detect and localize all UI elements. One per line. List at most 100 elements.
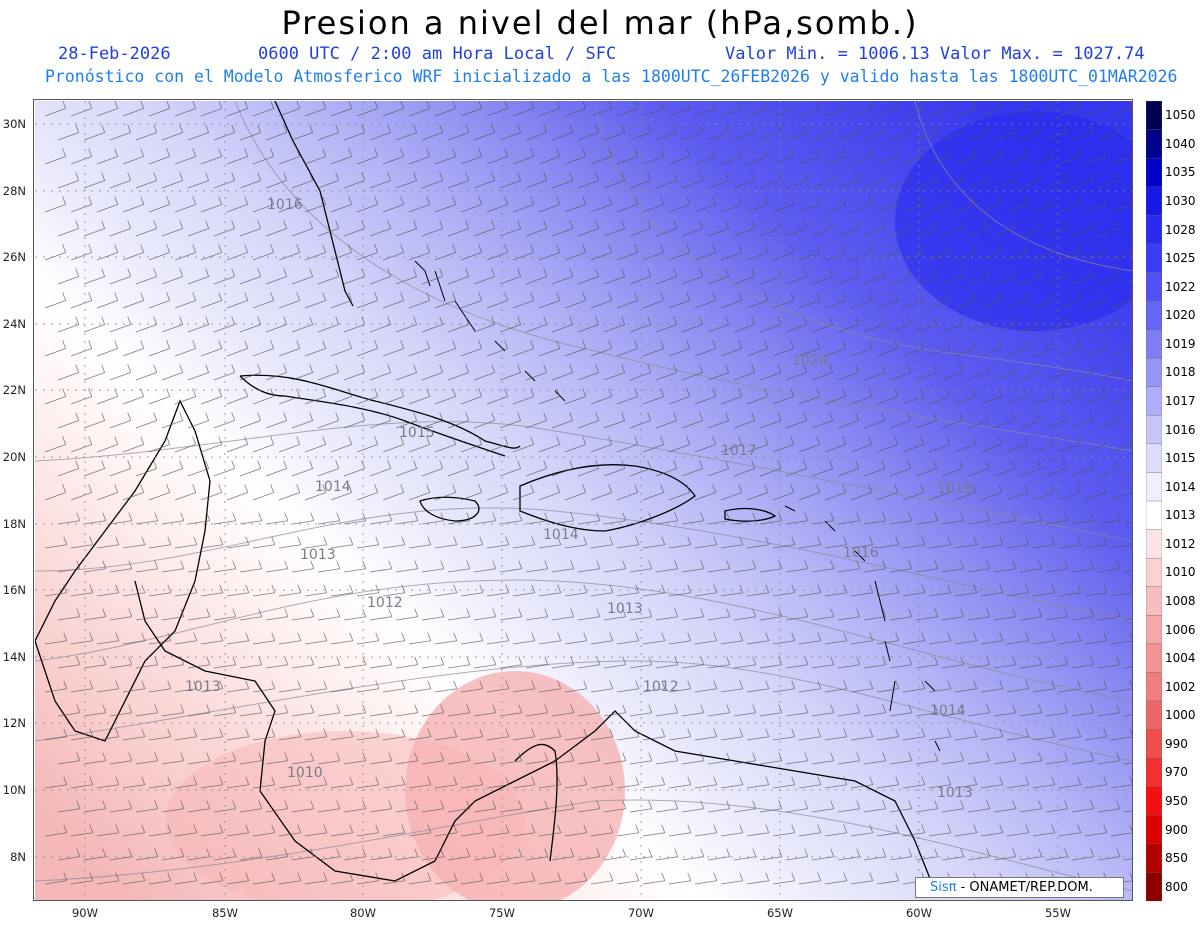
contour-label: 1016: [267, 197, 303, 213]
colorbar-swatch: [1146, 443, 1162, 474]
colorbar-swatch: [1146, 872, 1162, 901]
colorbar-label: 1000: [1165, 708, 1196, 723]
lat-label: 14N: [2, 650, 26, 664]
pressure-map: 1016 1020 1015 1017 1018 1014 1014 1013 …: [35, 101, 1133, 901]
colorbar-swatch: [1146, 615, 1162, 645]
colorbar-swatch: [1146, 472, 1162, 502]
colorbar-label: 1004: [1165, 651, 1196, 666]
colorbar-label: 1020: [1165, 308, 1196, 323]
lat-label: 22N: [2, 383, 26, 397]
colorbar-swatch: [1146, 500, 1162, 531]
lon-label: 60W: [905, 906, 933, 920]
colorbar-swatch: [1146, 272, 1162, 302]
lat-label: 20N: [2, 450, 26, 464]
colorbar-label: 1050: [1165, 108, 1196, 123]
colorbar-swatch: [1146, 357, 1162, 388]
chart-title: Presion a nivel del mar (hPa,somb.): [281, 4, 919, 42]
colorbar-label: 990: [1165, 736, 1188, 751]
colorbar-label: 1022: [1165, 279, 1196, 294]
lon-label: 90W: [71, 906, 99, 920]
colorbar: [1146, 101, 1162, 901]
colorbar-swatch: [1146, 843, 1162, 874]
colorbar-swatch: [1146, 557, 1162, 588]
colorbar-swatch: [1146, 186, 1162, 216]
contour-label: 1017: [721, 443, 757, 459]
lat-label: 10N: [2, 783, 26, 797]
colorbar-label: 850: [1165, 851, 1188, 866]
colorbar-swatch: [1146, 729, 1162, 759]
colorbar-swatch: [1146, 672, 1162, 702]
date-label: 28-Feb-2026: [58, 44, 171, 64]
colorbar-label: 1008: [1165, 594, 1196, 608]
contour-label: 1013: [185, 679, 221, 695]
colorbar-swatch: [1146, 215, 1162, 245]
forecast-info: Pronóstico con el Modelo Atmosferico WRF…: [45, 67, 1178, 86]
colorbar-swatch: [1146, 157, 1162, 188]
contour-label: 1014: [930, 703, 966, 719]
colorbar-label: 1028: [1165, 222, 1196, 237]
colorbar-label: 1002: [1165, 679, 1196, 694]
colorbar-swatch: [1146, 300, 1162, 331]
lat-label: 18N: [2, 517, 26, 531]
contour-label: 1012: [367, 595, 403, 611]
lat-label: 24N: [2, 317, 26, 331]
colorbar-swatch: [1146, 757, 1162, 788]
lon-label: 65W: [766, 906, 794, 920]
colorbar-label: 1015: [1165, 451, 1196, 466]
colorbar-swatch: [1146, 243, 1162, 274]
colorbar-label: 1025: [1165, 251, 1196, 266]
colorbar-swatch: [1146, 129, 1162, 159]
contour-label: 1013: [300, 547, 336, 563]
contour-label: 1014: [543, 527, 579, 543]
contour-label: 1020: [792, 353, 828, 369]
colorbar-label: 1014: [1165, 479, 1196, 494]
colorbar-label: 1013: [1165, 508, 1196, 523]
contour-label: 1013: [937, 785, 973, 801]
lon-label: 55W: [1044, 906, 1072, 920]
lat-label: 30N: [2, 117, 26, 131]
colorbar-swatch: [1146, 700, 1162, 731]
lon-label: 70W: [627, 906, 655, 920]
colorbar-label: 1019: [1165, 336, 1196, 351]
colorbar-label: 1012: [1165, 536, 1196, 551]
min-max-label: Valor Min. = 1006.13 Valor Max. = 1027.7…: [725, 44, 1145, 64]
colorbar-label: 1016: [1165, 422, 1196, 437]
contour-label: 1018: [937, 481, 973, 497]
lat-label: 16N: [2, 583, 26, 597]
colorbar-label: 1018: [1165, 365, 1196, 380]
colorbar-swatch: [1146, 643, 1162, 674]
colorbar-label: 970: [1165, 765, 1188, 780]
colorbar-label: 900: [1165, 822, 1188, 837]
colorbar-swatch: [1146, 815, 1162, 845]
colorbar-swatch: [1146, 386, 1162, 416]
contour-label: 1010: [287, 765, 323, 781]
colorbar-swatch: [1146, 415, 1162, 445]
colorbar-label: 950: [1165, 794, 1188, 808]
colorbar-swatch: [1146, 529, 1162, 559]
lat-label: 8N: [10, 850, 26, 864]
lat-label: 26N: [2, 250, 26, 264]
colorbar-label: 1006: [1165, 622, 1196, 637]
colorbar-swatch: [1146, 586, 1162, 616]
contour-label: 1014: [315, 479, 351, 495]
colorbar-swatch: [1146, 101, 1162, 131]
lon-label: 75W: [488, 906, 516, 920]
contour-label: 1012: [643, 679, 679, 695]
colorbar-label: 1035: [1165, 165, 1196, 180]
colorbar-label: 800: [1165, 879, 1188, 894]
time-label: 0600 UTC / 2:00 am Hora Local / SFC: [258, 44, 617, 64]
lon-label: 85W: [211, 906, 239, 920]
contour-label: 1013: [607, 601, 643, 617]
contour-label: 1016: [843, 545, 879, 561]
lat-label: 28N: [2, 184, 26, 198]
sispi-logo: Sisπ: [930, 880, 957, 895]
lon-label: 80W: [349, 906, 377, 920]
colorbar-label: 1017: [1165, 394, 1196, 408]
contour-label: 1015: [399, 425, 435, 441]
colorbar-label: 1040: [1165, 136, 1196, 151]
colorbar-swatch: [1146, 329, 1162, 359]
colorbar-label: 1030: [1165, 194, 1196, 208]
colorbar-swatch: [1146, 786, 1162, 816]
colorbar-label: 1010: [1165, 565, 1196, 580]
lat-label: 12N: [2, 716, 26, 730]
